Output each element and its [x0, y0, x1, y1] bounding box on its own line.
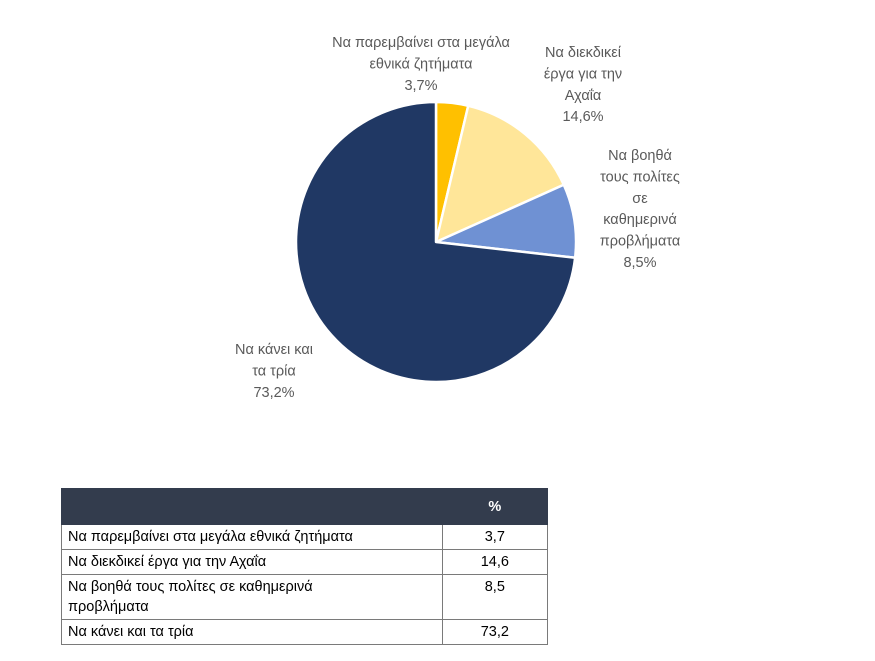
slice-all-three: [294, 100, 577, 384]
table-cell-category: Να παρεμβαίνει στα μεγάλα εθνικά ζητήματ…: [61, 524, 443, 550]
slice-projects-achaia: [434, 104, 566, 244]
table-cell-value: 3,7: [441, 524, 549, 550]
table-row: Να διεκδικεί έργα για την Αχαΐα 14,6: [61, 549, 549, 575]
table-row: Να κάνει και τα τρία 73,2: [61, 619, 549, 645]
table-header-row: %: [61, 488, 549, 525]
table-cell-value: 8,5: [441, 574, 549, 620]
table-header-category: [61, 488, 443, 525]
table-cell-category: Να βοηθά τους πολίτες σε καθημερινά προβ…: [61, 574, 443, 620]
data-label: Να διεκδικεί έργα για την Αχαΐα 14,6%: [544, 45, 622, 125]
table-row: Να βοηθά τους πολίτες σε καθημερινά προβ…: [61, 574, 549, 620]
table-header-percent: %: [441, 488, 549, 525]
data-label: Να παρεμβαίνει στα μεγάλα εθνικά ζητήματα…: [332, 35, 510, 94]
table-cell-value: 14,6: [441, 549, 549, 575]
data-table: % Να παρεμβαίνει στα μεγάλα εθνικά ζητήμ…: [61, 488, 549, 645]
pie-chart: Να παρεμβαίνει στα μεγάλα εθνικά ζητήματα…: [235, 35, 681, 401]
data-label: Να βοηθά τους πολίτες σε καθημερινά προβλήμα…: [600, 148, 681, 271]
table-cell-category: Να διεκδικεί έργα για την Αχαΐα: [61, 549, 443, 575]
data-label: Να κάνει και τα τρία 73,2%: [235, 342, 313, 401]
table-row: Να παρεμβαίνει στα μεγάλα εθνικά ζητήματ…: [61, 524, 549, 550]
table-cell-value: 73,2: [441, 619, 549, 645]
table-cell-category: Να κάνει και τα τρία: [61, 619, 443, 645]
